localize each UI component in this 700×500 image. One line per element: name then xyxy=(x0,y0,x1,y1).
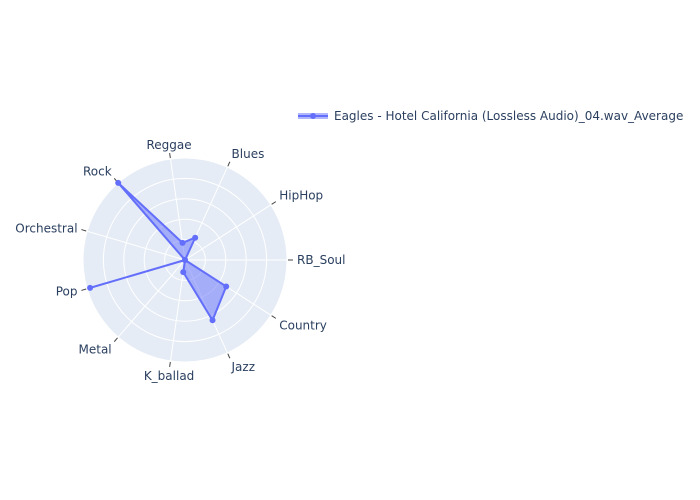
legend-series-name: Eagles - Hotel California (Lossless Audi… xyxy=(334,109,683,123)
angular-tick xyxy=(227,353,231,359)
data-point xyxy=(115,179,122,186)
angular-ticks xyxy=(81,153,293,367)
category-label: Metal xyxy=(79,343,112,357)
category-label: Blues xyxy=(232,147,265,161)
grid-spoke xyxy=(184,204,272,261)
category-label: Reggae xyxy=(146,138,191,152)
category-label: Pop xyxy=(56,285,78,299)
angular-tick xyxy=(81,288,87,291)
angular-tick xyxy=(271,315,277,319)
angular-tick xyxy=(169,361,171,367)
angular-tick xyxy=(271,201,277,205)
category-label: Orchestral xyxy=(15,221,77,235)
data-point xyxy=(182,257,188,263)
data-point xyxy=(179,239,186,246)
data-point xyxy=(192,234,199,241)
angular-tick xyxy=(113,337,118,342)
angular-tick xyxy=(81,229,87,232)
category-label: HipHop xyxy=(279,188,323,202)
data-point xyxy=(180,269,187,276)
category-label: Rock xyxy=(83,164,112,178)
grid-spoke xyxy=(169,259,186,362)
legend-marker xyxy=(310,113,316,119)
angular-tick xyxy=(169,153,171,159)
category-label: K_ballad xyxy=(144,369,194,383)
legend[interactable]: Eagles - Hotel California (Lossless Audi… xyxy=(298,109,683,123)
series-layer xyxy=(87,179,230,324)
category-label: RB_Soul xyxy=(297,253,345,267)
data-point xyxy=(223,283,230,290)
data-point xyxy=(209,317,216,324)
category-labels: RB_Soul HipHop Blues Reggae Rock Orchestral Po… xyxy=(15,138,345,383)
category-label: Jazz xyxy=(231,360,256,374)
data-point xyxy=(87,284,94,291)
angular-tick xyxy=(227,161,231,167)
category-label: Country xyxy=(279,319,327,333)
grid-spoke xyxy=(86,230,186,261)
grid-spoke xyxy=(117,259,186,338)
